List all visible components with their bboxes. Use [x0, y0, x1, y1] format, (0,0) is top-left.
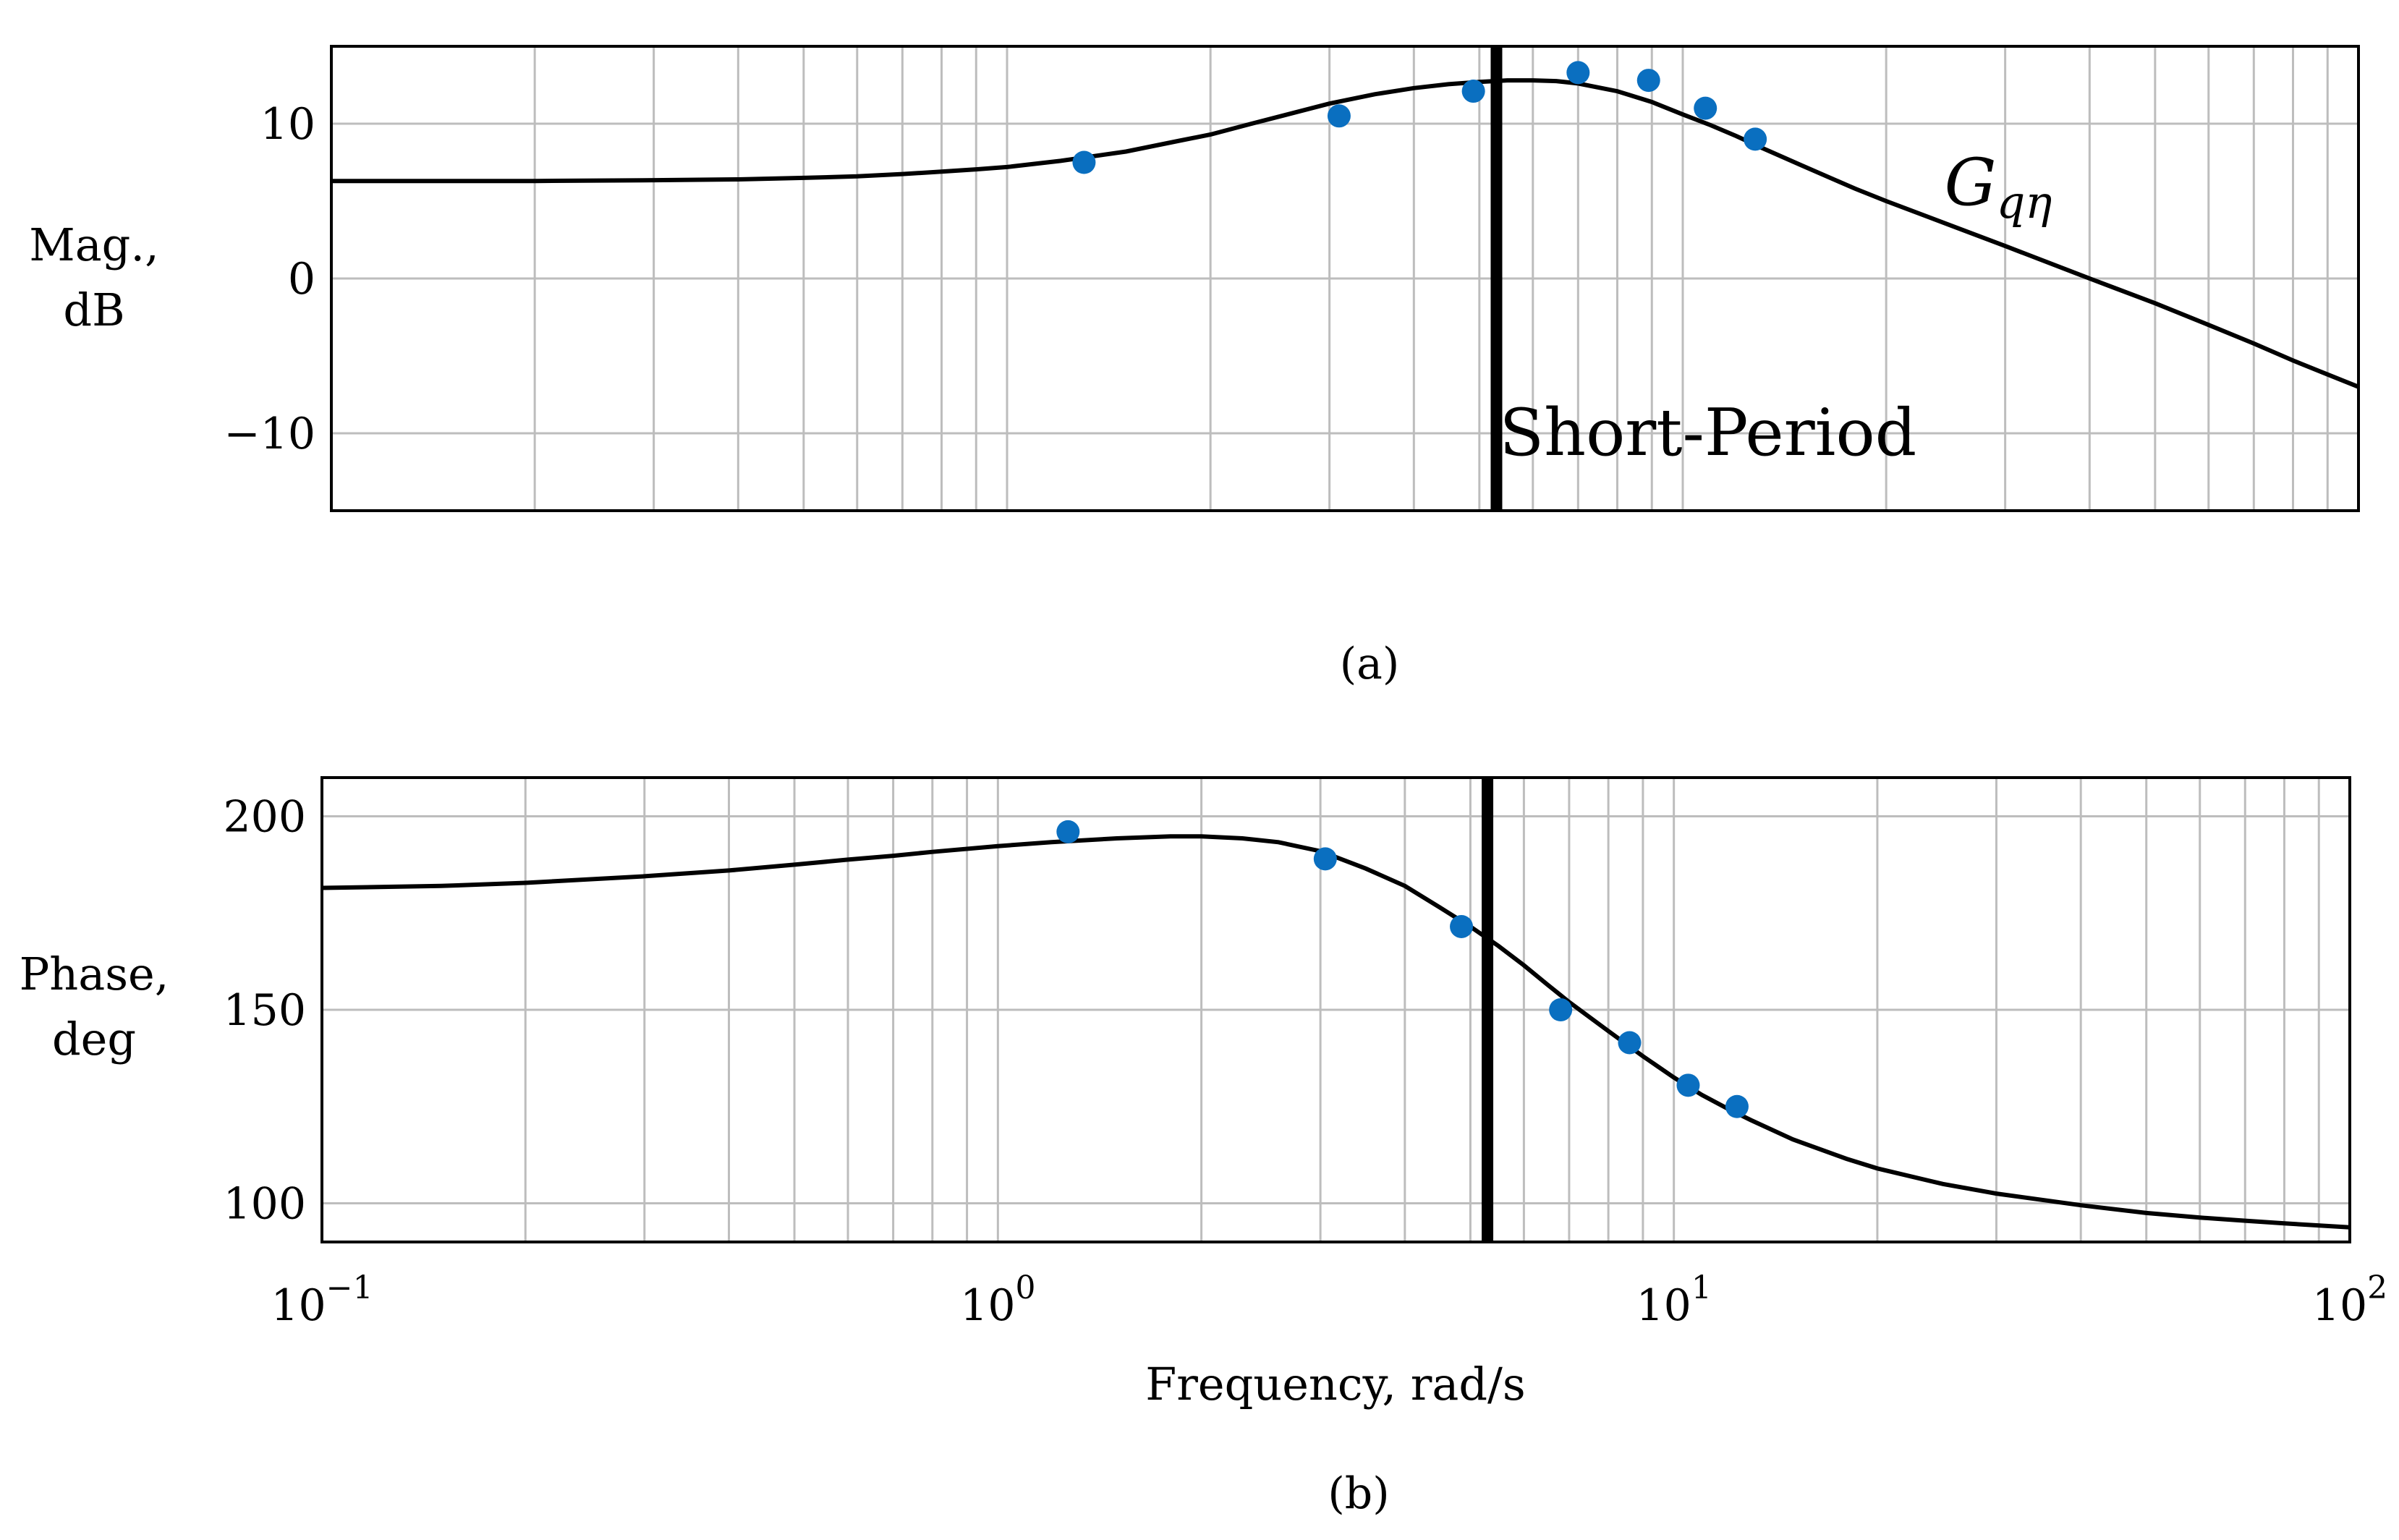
xtick-base: 10 [960, 1280, 1015, 1331]
ytick-label: 0 [288, 254, 315, 305]
panel-b-caption: (b) [1328, 1468, 1389, 1519]
frequency-xlabel: Frequency, rad/s [1145, 1358, 1526, 1411]
magnitude-grid [331, 46, 2358, 511]
magnitude-panel: Mag., dB 10 0 −10 Short-Period Gqη (a) [29, 45, 2360, 689]
phase-ylabel-line2: deg [52, 1013, 136, 1065]
ytick-label: 200 [223, 792, 306, 843]
data-point [1725, 1094, 1749, 1118]
phase-ylabel-line1: Phase, [20, 948, 169, 1000]
xtick-exponent: 0 [1016, 1269, 1036, 1306]
curve-label-g-sub: qη [1997, 176, 2052, 229]
data-point [1566, 61, 1590, 85]
data-point [1636, 69, 1660, 93]
data-point [1549, 998, 1573, 1021]
magnitude-ytick-labels: 10 0 −10 [224, 99, 315, 459]
xtick-label: 101 [1636, 1269, 1711, 1331]
xtick-label: 102 [2312, 1269, 2387, 1331]
phase-plot-frame [320, 776, 2351, 1243]
phase-ytick-labels: 200 150 100 [223, 792, 306, 1230]
ytick-label: 100 [223, 1179, 306, 1230]
ytick-label: −10 [224, 409, 315, 459]
ytick-label: 150 [223, 985, 306, 1036]
xtick-base: 10 [271, 1280, 326, 1331]
magnitude-curve [331, 78, 2360, 389]
xtick-exponent: 2 [2367, 1269, 2387, 1306]
magnitude-plot-frame [330, 45, 2360, 512]
data-point [1327, 104, 1351, 128]
curve-label-g: Gqη [1945, 145, 2052, 229]
xtick-exponent: 1 [1691, 1269, 1712, 1306]
ytick-label: 10 [260, 99, 315, 150]
magnitude-ylabel-line1: Mag., [29, 218, 159, 271]
xtick-base: 10 [2312, 1280, 2367, 1331]
data-point [1744, 127, 1767, 151]
phase-data-points [1056, 820, 1749, 1118]
panel-a-caption: (a) [1340, 639, 1400, 689]
data-point [1694, 96, 1717, 120]
data-point [1676, 1073, 1700, 1097]
frequency-xtick-labels: 10−1 100 101 102 [271, 1269, 2387, 1331]
data-point [1618, 1031, 1642, 1055]
phase-curve [321, 834, 2351, 1230]
short-period-label: Short-Period [1499, 395, 1916, 471]
magnitude-data-points [1072, 61, 1767, 174]
data-point [1313, 847, 1337, 871]
data-point [1461, 80, 1485, 103]
xtick-label: 10−1 [271, 1269, 373, 1331]
xtick-base: 10 [1636, 1280, 1691, 1331]
data-point [1072, 150, 1096, 174]
data-point [1056, 820, 1080, 843]
magnitude-ylabel-line2: dB [63, 284, 124, 336]
xtick-exponent: −1 [326, 1269, 373, 1306]
phase-grid [322, 778, 2350, 1242]
xtick-label: 100 [960, 1269, 1035, 1331]
curve-label-g-main: G [1945, 145, 1997, 221]
data-point [1450, 914, 1474, 938]
